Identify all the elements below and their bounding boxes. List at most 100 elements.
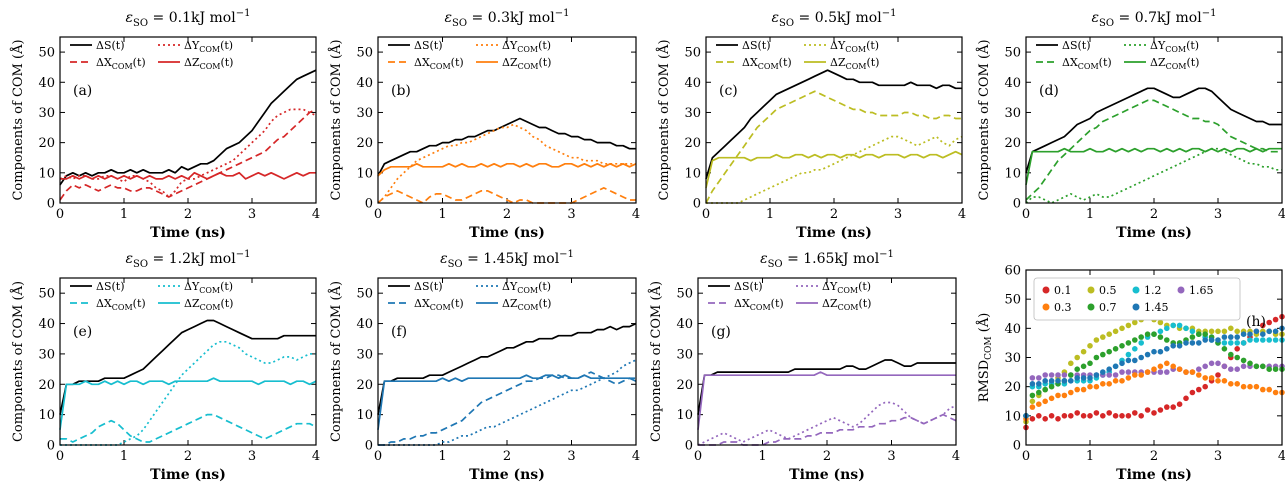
y-tick-label: 50 [356,287,373,302]
data-point [1119,360,1125,367]
data-point [1266,386,1272,393]
data-point [1228,351,1234,358]
legend-label: ΔS(t) [96,280,125,293]
x-tick-label: 4 [632,449,640,464]
y-tick-label: 10 [676,408,693,423]
legend-label: ΔZCOM(t) [822,297,871,312]
y-tick-label: 40 [676,317,693,332]
data-point [1247,360,1253,367]
y-tick-label: 30 [38,347,55,362]
legend-label: ΔYCOM(t) [502,39,551,54]
data-point [1119,413,1125,419]
series-line [1025,147,1282,204]
x-tick-label: 2 [823,449,831,464]
axes-frame [1025,269,1283,446]
x-tick-label: 4 [952,449,960,464]
data-point [1240,340,1247,346]
x-tick-label: 0 [702,207,710,222]
legend-label: ΔS(t) [1062,39,1091,52]
data-point [1260,337,1266,343]
y-tick-label: 30 [684,106,701,121]
data-point [1260,331,1266,338]
legend: ΔS(t) ΔYCOM(t) ΔXCOM(t) ΔZCOM(t) [388,280,551,312]
legend: 0.1 0.5 1.2 1.65 0.3 0.7 1.45 [1033,277,1241,321]
data-point [1074,386,1080,393]
data-point [1228,334,1234,340]
data-point [1138,334,1144,340]
data-point [1132,346,1138,352]
data-point [1112,346,1119,352]
data-point [1112,363,1119,370]
y-axis-label: Components of COM (Å) [656,39,672,200]
legend-label: ΔYCOM(t) [1150,39,1199,54]
panel-letter: (a) [73,83,92,99]
data-point [1170,363,1176,370]
y-tick-label: 10 [1004,166,1021,181]
series-line [378,371,636,446]
data-point [1100,351,1106,358]
legend-marker [1132,303,1140,311]
data-point [1132,410,1138,416]
data-point [1247,383,1253,390]
data-point [1119,369,1125,375]
x-tick-label: 4 [632,207,640,222]
y-tick-label: 20 [1004,380,1021,395]
data-point [1170,322,1176,329]
legend-label: ΔZCOM(t) [830,56,879,71]
y-tick-label: 0 [47,197,55,212]
x-tick-label: 3 [894,207,902,222]
data-point [1144,407,1151,413]
data-point [1208,337,1215,343]
data-point [1093,337,1100,343]
data-point [1048,383,1055,390]
data-point [1202,383,1208,390]
legend: ΔS(t) ΔYCOM(t) ΔXCOM(t) ΔZCOM(t) [716,39,879,71]
legend-marker [1177,286,1185,294]
y-tick-label: 30 [356,347,373,362]
y-tick-label: 40 [356,76,373,91]
y-tick-label: 20 [38,378,55,393]
x-tick-label: 1 [1086,207,1094,222]
data-point [1164,404,1170,410]
legend-label: 1.2 [1144,284,1162,297]
data-point [1221,378,1228,384]
panel-letter: (f) [391,324,407,340]
data-point [1176,401,1183,408]
data-point [1144,351,1151,358]
data-point [1157,363,1164,370]
panel-letter: (e) [73,324,92,340]
data-point [1272,316,1279,323]
x-tick-label: 0 [56,449,64,464]
axes-frame [59,36,317,204]
data-point [1151,410,1157,416]
x-tick-label: 1 [758,449,766,464]
data-point [1253,363,1260,370]
data-point [1048,395,1055,402]
x-tick-label: 1 [1086,449,1094,464]
x-tick-label: 0 [56,207,64,222]
data-point [1112,328,1119,335]
data-point [1138,340,1144,346]
data-point [1125,357,1132,364]
series-line [377,162,637,177]
x-tick-label: 3 [248,449,256,464]
data-point [1221,363,1228,370]
data-point [1183,395,1189,402]
series-line [377,117,636,177]
data-point [1106,366,1112,373]
legend-label: ΔYCOM(t) [830,39,879,54]
legend-label: 1.65 [1189,284,1214,297]
y-axis-label: Components of COM (Å) [10,281,26,442]
data-point [1272,366,1279,373]
data-point [1080,348,1087,355]
y-tick-label: 0 [1013,197,1021,212]
series-line [705,69,962,180]
series-line [60,413,317,443]
series-line [1025,87,1282,174]
x-tick-label: 3 [1214,207,1222,222]
x-tick-label: 3 [567,449,575,464]
data-point [1080,363,1087,370]
